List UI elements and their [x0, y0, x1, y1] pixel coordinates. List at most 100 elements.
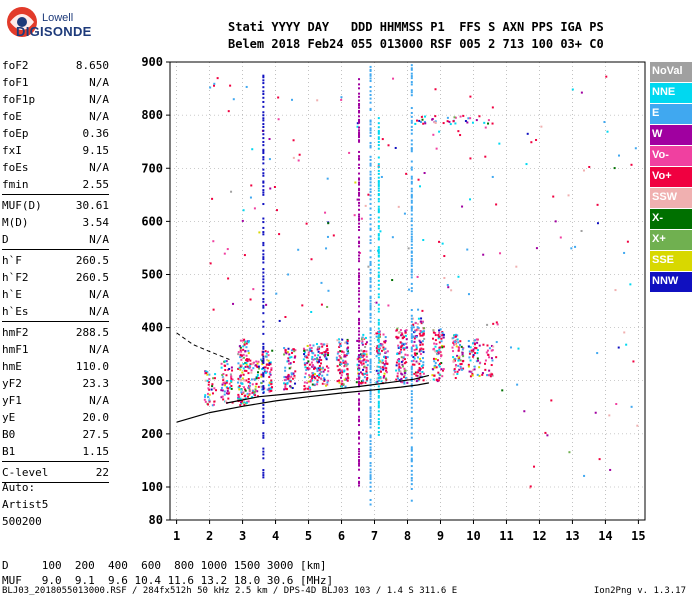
echo-point — [268, 387, 271, 390]
echo-point — [257, 385, 260, 388]
echo-point — [383, 355, 386, 358]
streak-point — [369, 242, 372, 245]
streak-point — [262, 117, 265, 120]
streak-point — [262, 162, 265, 165]
streak-point — [358, 281, 361, 284]
echo-point — [422, 330, 425, 333]
echo-point — [314, 377, 317, 380]
streak-point — [262, 432, 265, 435]
echo-point — [491, 122, 494, 125]
streak-point — [369, 462, 372, 465]
echo-point — [230, 385, 233, 388]
echo-point — [443, 255, 446, 258]
streak-point — [410, 448, 413, 451]
echo-point — [398, 351, 401, 354]
echo-point — [271, 349, 274, 352]
echo-point — [252, 390, 255, 393]
echo-point — [212, 377, 215, 380]
echo-point — [529, 486, 532, 489]
streak-point — [358, 260, 361, 263]
echo-point — [419, 348, 422, 351]
streak-point — [410, 213, 413, 216]
echo-point — [401, 373, 404, 376]
echo-point — [346, 347, 349, 350]
streak-point — [358, 333, 361, 336]
echo-point — [422, 351, 425, 354]
streak-point — [377, 275, 380, 278]
echo-point — [293, 350, 296, 353]
echo-point — [305, 222, 308, 225]
echo-point — [461, 353, 464, 356]
streak-point — [369, 289, 372, 292]
polarization-legend: NoVal NNE E W Vo- Vo+ SSW X- X+ SSE NNW — [650, 62, 692, 293]
echo-point — [397, 205, 400, 208]
echo-point — [278, 319, 281, 322]
echo-point — [478, 374, 481, 377]
streak-point — [369, 464, 372, 467]
echo-point — [257, 377, 260, 380]
streak-point — [358, 229, 361, 232]
echo-point — [240, 350, 243, 353]
echo-point — [207, 403, 210, 406]
echo-point — [323, 382, 326, 385]
streak-point — [410, 287, 413, 290]
streak-point — [262, 345, 265, 348]
param-label: h`E — [2, 288, 22, 301]
echo-point — [401, 344, 404, 347]
echo-point — [632, 360, 635, 363]
echo-point — [535, 138, 538, 141]
echo-point — [206, 371, 209, 374]
streak-point — [262, 434, 265, 437]
streak-point — [262, 360, 265, 363]
echo-point — [391, 279, 394, 282]
streak-point — [410, 268, 413, 271]
echo-point — [486, 374, 489, 377]
streak-point — [410, 453, 413, 456]
streak-point — [410, 487, 413, 490]
streak-point — [358, 340, 361, 343]
echo-point — [239, 363, 242, 366]
echo-point — [439, 355, 442, 358]
echo-point — [239, 356, 242, 359]
echo-point — [336, 380, 339, 383]
echo-point — [341, 350, 344, 353]
echo-point — [240, 364, 243, 367]
echo-point — [311, 383, 314, 386]
legend-item: NoVal — [650, 62, 692, 82]
echo-point — [469, 375, 472, 378]
streak-point — [358, 290, 361, 293]
echo-point — [459, 363, 462, 366]
echo-point — [348, 151, 351, 154]
echo-point — [398, 370, 401, 373]
streak-point — [369, 207, 372, 210]
echo-point — [240, 391, 243, 394]
streak-point — [262, 241, 265, 244]
echo-point — [446, 116, 449, 119]
streak-point — [358, 102, 361, 105]
streak-point — [358, 183, 361, 186]
echo-point — [422, 364, 425, 367]
echo-point — [529, 485, 532, 488]
echo-point — [339, 372, 342, 375]
echo-point — [230, 387, 233, 390]
streak-point — [358, 337, 361, 340]
echo-point — [360, 356, 363, 359]
echo-point — [326, 235, 329, 238]
streak-point — [358, 150, 361, 153]
param-value: 2.55 — [82, 178, 110, 191]
echo-point — [471, 351, 474, 354]
streak-point — [358, 225, 361, 228]
echo-point — [267, 388, 270, 391]
echo-point — [361, 372, 364, 375]
echo-point — [228, 391, 231, 394]
echo-point — [241, 339, 244, 342]
echo-point — [306, 387, 309, 390]
streak-point — [369, 268, 372, 271]
streak-point — [358, 87, 361, 90]
echo-point — [241, 393, 244, 396]
streak-point — [358, 482, 361, 485]
x-tick-label: 8 — [404, 529, 411, 543]
echo-point — [384, 356, 387, 359]
streak-point — [262, 119, 265, 122]
echo-point — [432, 133, 435, 136]
